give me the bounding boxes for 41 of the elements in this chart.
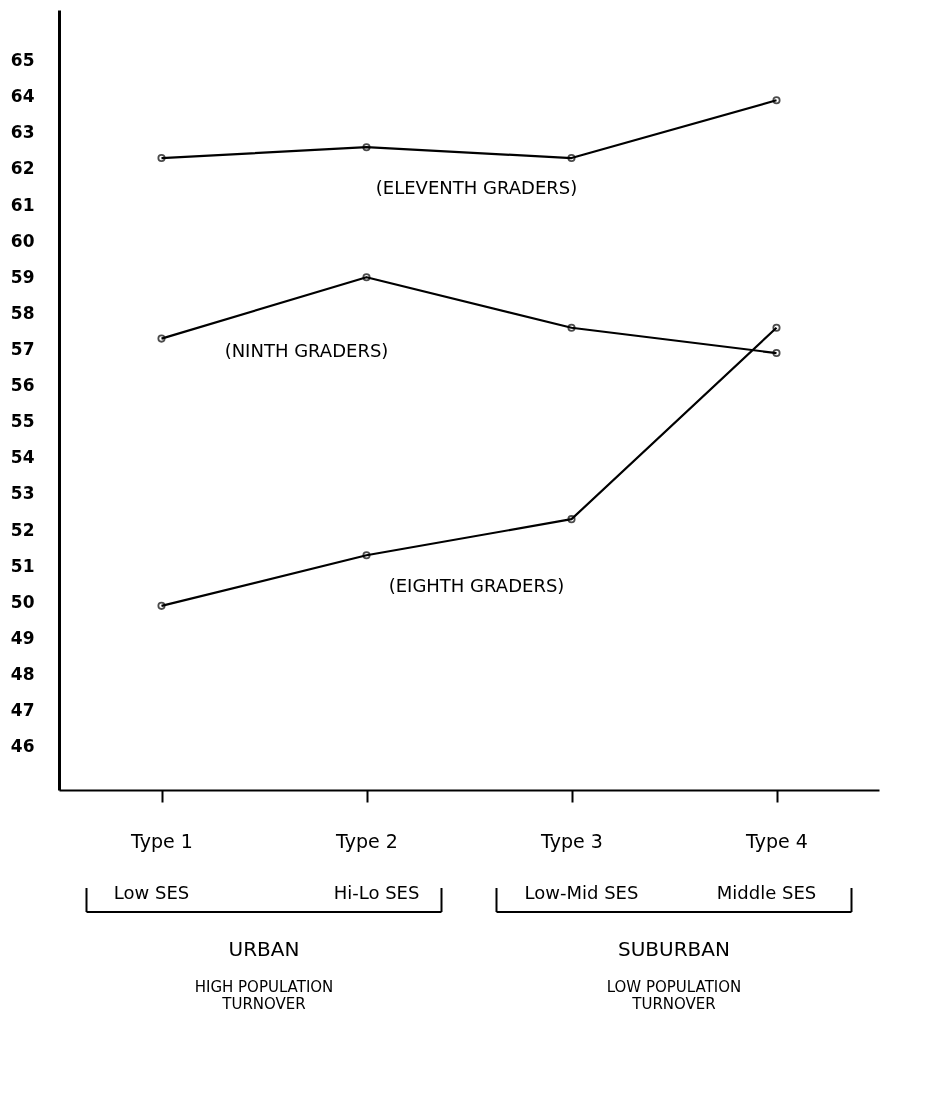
y-tick-label: 46 — [10, 736, 35, 757]
point — [362, 143, 371, 152]
point — [362, 273, 371, 282]
y-tick-label: 51 — [10, 555, 35, 576]
point — [362, 551, 371, 560]
y-tick-label: 48 — [10, 663, 35, 684]
x-tick-label: Type 3 — [540, 829, 603, 852]
y-tick-label: 47 — [10, 700, 35, 721]
y-tick-label: 49 — [10, 627, 35, 648]
text: SUBURBAN — [618, 937, 730, 961]
point — [567, 515, 576, 524]
y-tick-label: 64 — [10, 86, 35, 107]
text: Middle SES — [716, 882, 817, 903]
x-tick-label: Type 2 — [335, 829, 398, 852]
text: Low SES — [113, 882, 190, 903]
y-tick-label: 53 — [10, 483, 35, 504]
text: URBAN — [228, 937, 300, 961]
y-tick-label: 60 — [10, 230, 35, 251]
text: HIGH POPULATION TURNOVER — [194, 978, 334, 1013]
y-tick-label: 56 — [10, 375, 35, 396]
y-tick-label: 55 — [10, 411, 35, 432]
text: LOW POPULATION TURNOVER — [606, 978, 742, 1013]
text: Hi-Lo SES — [333, 882, 420, 903]
y-tick-label: 65 — [10, 50, 35, 71]
point — [567, 323, 576, 332]
y-tick-label: 57 — [10, 338, 35, 359]
y-tick-label: 54 — [10, 447, 35, 468]
y-tick-label: 58 — [10, 302, 35, 323]
series-label: (NINTH GRADERS) — [224, 340, 389, 362]
y-tick-label: 59 — [10, 266, 35, 287]
text: Low-Mid SES — [524, 882, 639, 903]
y-tick-label: 62 — [10, 158, 35, 179]
y-tick-label: 63 — [10, 122, 35, 143]
point — [567, 154, 576, 163]
x-tick-label: Type 1 — [130, 829, 193, 852]
y-tick-label: 61 — [10, 194, 35, 215]
series-label: (ELEVENTH GRADERS) — [375, 177, 578, 199]
series-label: (EIGHTH GRADERS) — [388, 575, 565, 597]
x-tick-label: Type 4 — [745, 829, 808, 852]
y-tick-label: 52 — [10, 519, 35, 540]
y-tick-label: 50 — [10, 591, 35, 612]
